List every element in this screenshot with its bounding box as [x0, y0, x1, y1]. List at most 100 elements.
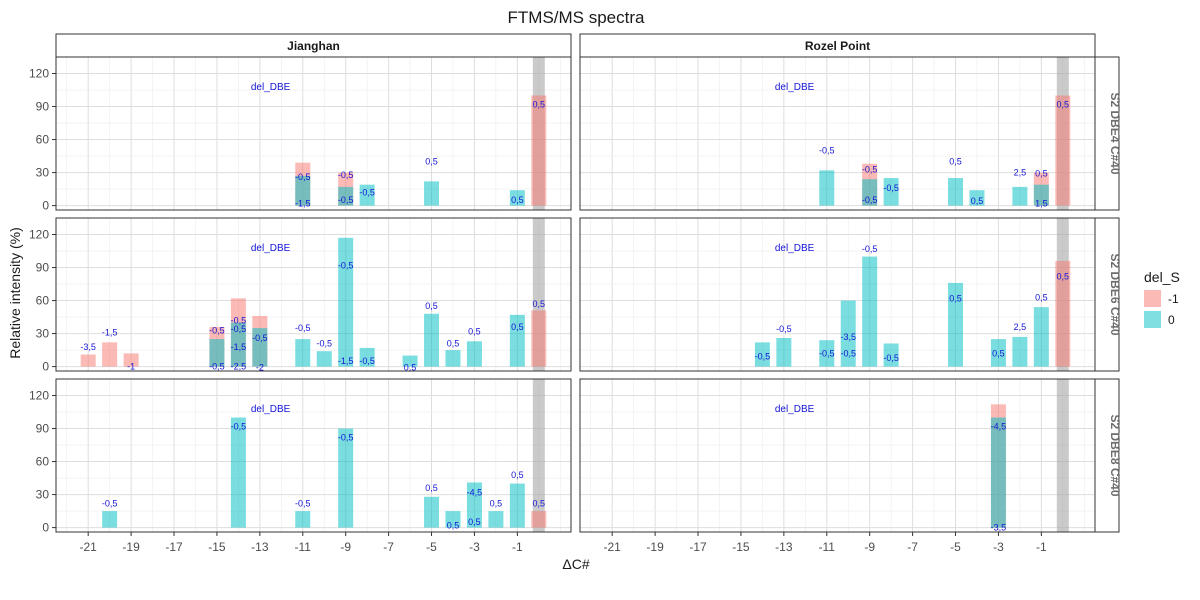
row-strip-s2-dbe6-c-40: S2 DBE6 C#40: [1094, 217, 1122, 372]
bar-label: 0,5: [468, 517, 481, 527]
x-tick-label: -13: [775, 540, 793, 554]
bar-dels-0-xm3: [990, 417, 1006, 528]
bar-label: 0,5: [425, 157, 438, 167]
bar-label: 0,5: [511, 322, 524, 332]
bar-label: -1,5: [231, 342, 247, 352]
bar-label: -0,5: [231, 315, 247, 325]
y-tick-label: 60: [36, 294, 50, 308]
y-tick-label: 90: [36, 261, 50, 275]
bar-label: -4,5: [467, 487, 483, 497]
strip-background: [1094, 56, 1120, 211]
panel-border: [55, 378, 572, 533]
bar-dels-0-xm9: [338, 237, 354, 367]
bar-dels-0-xm5: [424, 496, 440, 528]
bar-dels-0-xm3: [990, 339, 1006, 367]
facet-panels: Jianghan Rozel Point S2 DBE4 C#40 S2 DBE6 C…: [29, 33, 1122, 535]
bar-label: -3,5: [991, 523, 1007, 533]
bar-dels-0-xm8: [359, 184, 375, 206]
x-tick-label: -7: [907, 540, 918, 554]
x-axis-title: ΔC#: [562, 556, 589, 572]
reference-band: [532, 379, 545, 532]
panel-jianghan-s2-dbe6-c-40: -3,5-1,5-1-0,5-0,5-0,5-0,5-1,5-2,5-0,5-2…: [55, 217, 572, 373]
bar-dels-0-xm10: [316, 351, 332, 367]
y-tick-label: 90: [36, 100, 50, 114]
panel-annotation: del_DBE: [775, 82, 815, 93]
legend-item-neg1: -1: [1144, 290, 1179, 307]
legend-title: del_S: [1144, 269, 1180, 285]
panel-border: [579, 378, 1096, 533]
column-strip-label: Rozel Point: [805, 39, 870, 53]
column-strip-rozel-point: Rozel Point: [579, 33, 1096, 58]
x-tick-label: -19: [646, 540, 664, 554]
bar-label: -4,5: [991, 421, 1007, 431]
bar-label: -0,5: [209, 325, 225, 335]
x-tick-label: -1: [512, 540, 523, 554]
bar-dels-0-xm14: [754, 342, 770, 367]
bar-dels-0-xm8: [883, 178, 899, 206]
bar-dels-0-xm9: [862, 179, 878, 206]
panel-rozel-point-s2-dbe6-c-40: -0,5 -0,5 -0,5 -3,5 -0,5 -0,5 -0,5 0,5 0,5 2,5 0,5…: [579, 217, 1096, 372]
y-tick-label: 30: [36, 327, 50, 341]
panel-rozel-point-s2-dbe8-c-40: -4,5 -3,5 del_DBE: [579, 378, 1096, 533]
bar-label: 0,5: [404, 363, 417, 373]
bar-label: -1,5: [295, 198, 311, 208]
bar-label: -0,5: [316, 338, 332, 348]
bar-dels-0-xm5: [948, 178, 964, 206]
chart-title: FTMS/MS spectra: [508, 8, 646, 27]
bar-dels-0-xm13: [776, 337, 792, 367]
bar-label: 0,5: [447, 520, 460, 530]
row-strip-s2-dbe8-c-40: S2 DBE8 C#40: [1094, 378, 1122, 533]
legend-label: 0: [1168, 313, 1175, 327]
bar-label: -0,5: [209, 362, 225, 372]
bar-label: -1,5: [338, 356, 354, 366]
bar-label: -0,5: [840, 348, 856, 358]
x-tick-label: -3: [469, 540, 480, 554]
panel-jianghan-s2-dbe8-c-40: -0,5 -0,5 -0,5 -0,5 0,5 0,5 -4,5 0,5 0,5 0,5 0,5 de…: [55, 378, 572, 533]
x-tick-label: -5: [950, 540, 961, 554]
x-tick-label: -19: [122, 540, 140, 554]
legend-label: -1: [1168, 292, 1179, 306]
bar-dels-neg1-x0: [531, 511, 547, 528]
bar-label: 1,5: [1035, 198, 1048, 208]
y-tick-label: 60: [36, 455, 50, 469]
bar-label: -0,5: [359, 187, 375, 197]
bar-dels-0-xm3: [466, 341, 482, 367]
x-tick-label: -21: [80, 540, 98, 554]
reference-band: [1056, 379, 1069, 532]
x-tick-label: -9: [340, 540, 351, 554]
bar-label: 0,5: [949, 157, 962, 167]
bar-label: -1,5: [102, 327, 118, 337]
bar-label: -0,5: [295, 323, 311, 333]
bar-label: -0,5: [819, 348, 835, 358]
bar-label: -0,5: [883, 353, 899, 363]
panel-annotation: del_DBE: [251, 404, 291, 415]
bar-label: 0,5: [511, 470, 524, 480]
strip-background: [1094, 378, 1120, 533]
column-strip-jianghan: Jianghan: [55, 33, 572, 58]
x-tick-label: -13: [251, 540, 269, 554]
bar-label: -0,5: [338, 260, 354, 270]
legend-swatch: [1144, 311, 1161, 328]
legend: del_S -1 0: [1144, 269, 1180, 328]
panel-annotation: del_DBE: [251, 82, 291, 93]
panel-background: [56, 57, 571, 210]
legend-item-0: 0: [1144, 311, 1175, 328]
bar-dels-0-xm1: [1033, 184, 1049, 206]
y-axis-s2-dbe6-c-40: 0 30 60 90 120: [29, 228, 56, 374]
y-tick-label: 60: [36, 133, 50, 147]
bar-dels-neg1-x0: [531, 310, 547, 367]
bar-dels-0-xm9: [862, 256, 878, 367]
bar-dels-0-xm9: [338, 428, 354, 528]
bar-label: 0,5: [949, 293, 962, 303]
bar-label: -0,5: [862, 164, 878, 174]
panel-border: [55, 217, 572, 372]
x-tick-label: -15: [732, 540, 750, 554]
row-strip-s2-dbe4-c-40: S2 DBE4 C#40: [1094, 56, 1122, 211]
bar-dels-neg1-x0: [1055, 260, 1071, 367]
bar-label: -0,5: [359, 356, 375, 366]
bar-dels-0-xm8: [883, 343, 899, 367]
bar-dels-0-xm1: [509, 483, 525, 528]
x-tick-label: -7: [383, 540, 394, 554]
bar-dels-neg1-xm20: [102, 342, 118, 367]
bar-dels-0-xm5: [424, 181, 440, 206]
